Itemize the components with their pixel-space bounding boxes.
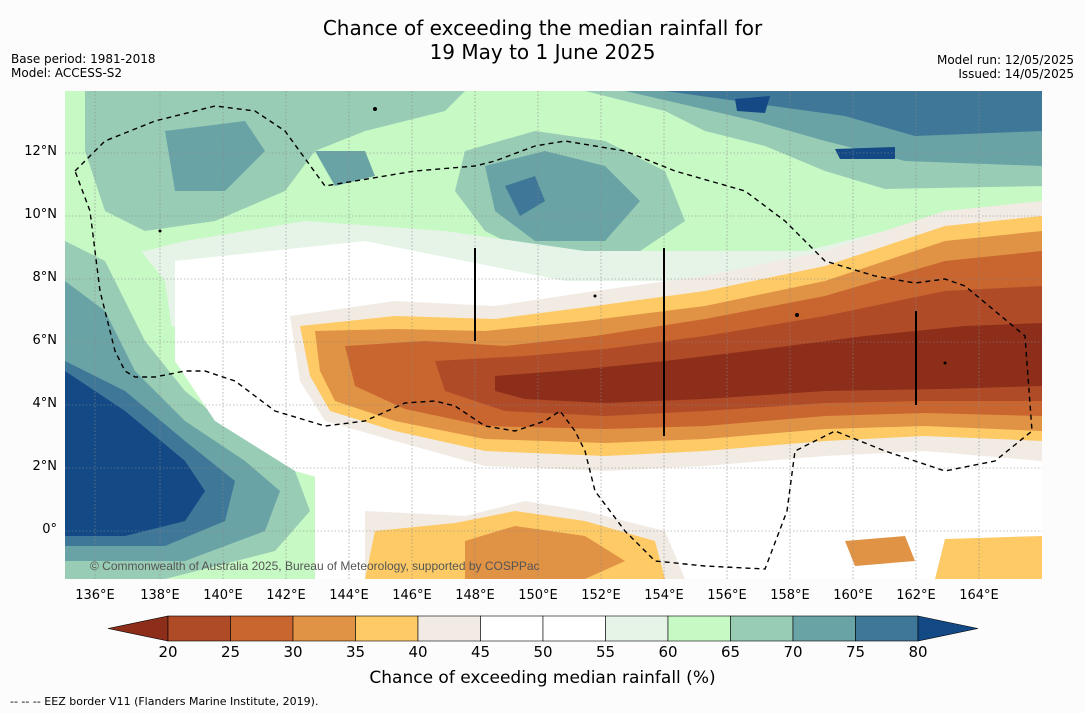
lat-tick-label: 12°N [24, 144, 57, 159]
rainfall-map: © Commonwealth of Australia 2025, Bureau… [65, 91, 1042, 579]
lat-tick-label: 2°N [32, 459, 58, 474]
lon-tick-label: 150°E [518, 588, 558, 603]
lon-tick-label: 158°E [770, 588, 810, 603]
map-title-line2: 19 May to 1 June 2025 [429, 40, 656, 64]
colorbar-segment [855, 615, 919, 642]
lon-tick-label: 154°E [644, 588, 684, 603]
colorbar [107, 615, 979, 642]
colorbar-segment [730, 615, 794, 642]
lon-tick-label: 138°E [140, 588, 180, 603]
colorbar-tick-label: 55 [595, 643, 616, 661]
eez-border [74, 105, 1033, 570]
colorbar-tick-label: 70 [783, 643, 803, 661]
lat-tick-label: 6°N [32, 333, 58, 348]
lat-tick-label: 10°N [24, 207, 57, 222]
lat-tick-label: 4°N [32, 396, 58, 411]
lat-tick-label: 8°N [32, 270, 58, 285]
colorbar-tick-label: 80 [908, 643, 928, 661]
lon-tick-label: 142°E [266, 588, 306, 603]
colorbar-segment [792, 615, 856, 642]
model-name: Model: ACCESS-S2 [11, 66, 123, 80]
lon-tick-label: 164°E [959, 588, 999, 603]
colorbar-segments [107, 615, 979, 642]
colorbar-tick-label: 60 [658, 643, 678, 661]
rainfall-contours [65, 91, 1042, 579]
colorbar-segment [230, 615, 294, 642]
issued-date: Issued: 14/05/2025 [958, 67, 1074, 81]
eez-legend-note: -- -- -- EEZ border V11 (Flanders Marine… [10, 695, 319, 708]
map-title-line1: Chance of exceeding the median rainfall … [322, 16, 763, 40]
lon-tick-label: 144°E [329, 588, 369, 603]
lon-tick-label: 160°E [833, 588, 873, 603]
colorbar-tick-label: 50 [533, 643, 553, 661]
lon-tick-label: 152°E [581, 588, 621, 603]
colorbar-segment [480, 615, 544, 642]
colorbar-tick-label: 75 [845, 643, 866, 661]
colorbar-segment [355, 615, 419, 642]
colorbar-extend-high [917, 615, 979, 642]
lon-tick-label: 162°E [896, 588, 936, 603]
colorbar-segment [605, 615, 669, 642]
colorbar-tick-label: 45 [470, 643, 491, 661]
graticule [65, 91, 1042, 579]
colorbar-tick-label: 30 [283, 643, 303, 661]
colorbar-segment [417, 615, 481, 642]
lon-tick-label: 136°E [75, 588, 115, 603]
colorbar-extend-low [107, 615, 169, 642]
station-markers [474, 248, 917, 436]
model-run: Model run: 12/05/2025 [936, 53, 1074, 67]
copyright-text: © Commonwealth of Australia 2025, Bureau… [90, 559, 540, 573]
colorbar-tick-label: 40 [408, 643, 428, 661]
lon-tick-label: 148°E [455, 588, 495, 603]
base-period: Base period: 1981-2018 [11, 52, 156, 66]
colorbar-segment [167, 615, 231, 642]
lon-tick-label: 156°E [707, 588, 747, 603]
colorbar-segment [292, 615, 356, 642]
colorbar-tick-label: 65 [720, 643, 741, 661]
islands [158, 107, 947, 365]
colorbar-segment [667, 615, 731, 642]
colorbar-tick-label: 20 [158, 643, 178, 661]
colorbar-tick-label: 25 [220, 643, 241, 661]
lat-tick-label: 0° [42, 522, 57, 537]
colorbar-title: Chance of exceeding median rainfall (%) [369, 668, 716, 688]
rainfall-map-svg: © Commonwealth of Australia 2025, Bureau… [65, 91, 1042, 579]
lon-tick-label: 146°E [392, 588, 432, 603]
colorbar-segment [542, 615, 606, 642]
colorbar-tick-label: 35 [345, 643, 366, 661]
lon-tick-label: 140°E [203, 588, 243, 603]
